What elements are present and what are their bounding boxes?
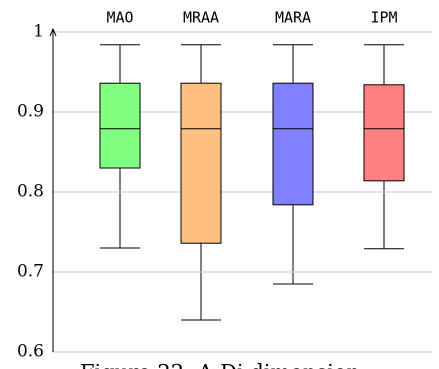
box	[180, 82, 222, 244]
box	[272, 82, 314, 206]
y-tick-label: 0.7	[17, 262, 44, 282]
caption: Figure 22: A-Di dimension	[80, 361, 360, 369]
axis-arrow	[49, 27, 57, 37]
y-tick-label: 0.6	[17, 342, 44, 362]
box	[99, 82, 141, 169]
y-tick-label: 1	[33, 22, 44, 42]
y-tick-label: 0.8	[17, 182, 44, 202]
category-label: MAO	[106, 9, 133, 27]
category-label: MARA	[275, 9, 311, 27]
box	[363, 84, 405, 182]
y-tick-label: 0.9	[17, 102, 44, 122]
category-label: IPM	[370, 9, 397, 27]
category-label: MRAA	[183, 9, 219, 27]
